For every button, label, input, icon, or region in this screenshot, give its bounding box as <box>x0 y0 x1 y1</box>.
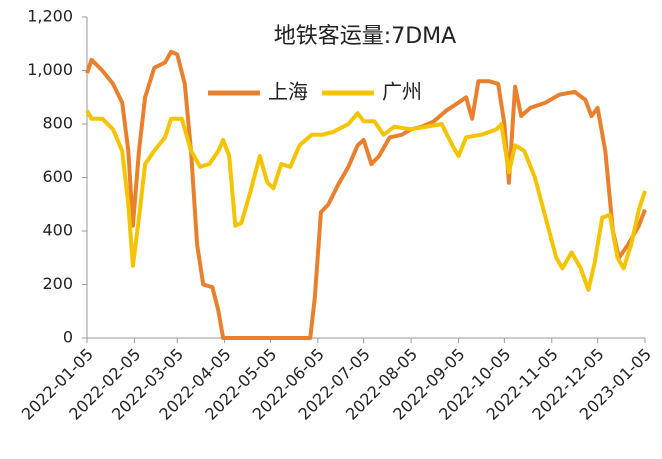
legend-label: 广州 <box>382 80 422 104</box>
y-tick-label: 0 <box>63 328 73 347</box>
y-tick-label: 800 <box>42 114 73 133</box>
y-tick-label: 1,000 <box>27 60 73 79</box>
legend-label: 上海 <box>268 80 308 104</box>
series-line <box>85 109 647 292</box>
y-tick-label: 1,200 <box>27 7 73 26</box>
y-tick-label: 400 <box>42 221 73 240</box>
series-line <box>85 49 647 340</box>
chart-title: 地铁客运量:7DMA <box>274 24 456 49</box>
y-tick-label: 600 <box>42 167 73 186</box>
y-tick-label: 200 <box>42 274 73 293</box>
